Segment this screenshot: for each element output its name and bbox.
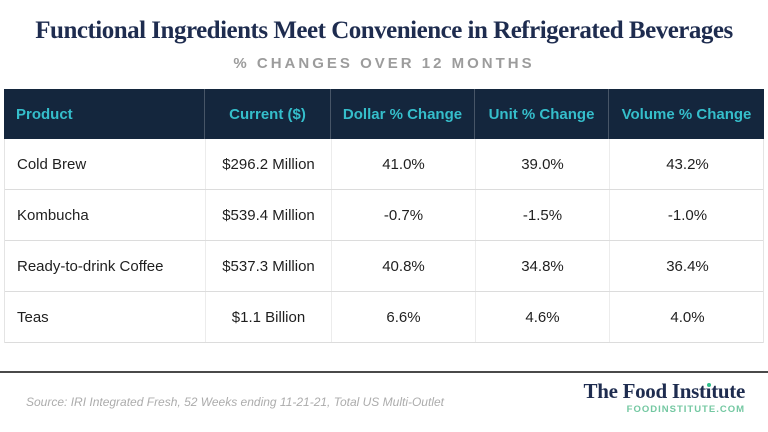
table-row: Cold Brew $296.2 Million 41.0% 39.0% 43.…	[5, 139, 763, 190]
logo-wordmark: The Food Instı tute	[583, 379, 746, 403]
table-header-row: Product Current ($) Dollar % Change Unit…	[4, 89, 764, 139]
logo-domain: FOODINSTITUTE.COM	[626, 404, 745, 415]
cell-current: $1.1 Billion	[205, 292, 331, 342]
cell-volume-change: -1.0%	[609, 190, 765, 240]
cell-dollar-change: 41.0%	[331, 139, 475, 189]
cell-current: $296.2 Million	[205, 139, 331, 189]
logo-green-dot-icon	[706, 383, 711, 387]
logo-text-part: ı	[705, 379, 712, 403]
cell-dollar-change: -0.7%	[331, 190, 475, 240]
cell-volume-change: 36.4%	[609, 241, 765, 291]
cell-product: Teas	[17, 308, 49, 326]
cell-unit-change: 39.0%	[475, 139, 609, 189]
cell-current: $537.3 Million	[205, 241, 331, 291]
cell-dollar-change: 40.8%	[331, 241, 475, 291]
food-institute-logo: The Food Instı tute FOODINSTITUTE.COM	[583, 379, 746, 416]
column-header-volume-change: Volume % Change	[608, 89, 764, 139]
column-header-unit-change: Unit % Change	[474, 89, 608, 139]
cell-unit-change: -1.5%	[475, 190, 609, 240]
logo-text-part: tute	[711, 379, 745, 403]
column-header-product: Product	[16, 105, 73, 123]
cell-product: Cold Brew	[17, 155, 87, 173]
cell-volume-change: 4.0%	[609, 292, 765, 342]
cell-product: Kombucha	[17, 206, 89, 224]
data-table: Product Current ($) Dollar % Change Unit…	[4, 89, 764, 343]
logo-text-part: The Food Inst	[583, 379, 706, 403]
table-row: Teas $1.1 Billion 6.6% 4.6% 4.0%	[5, 292, 763, 343]
cell-dollar-change: 6.6%	[331, 292, 475, 342]
cell-current: $539.4 Million	[205, 190, 331, 240]
column-header-dollar-change: Dollar % Change	[330, 89, 474, 139]
page-title: Functional Ingredients Meet Convenience …	[35, 17, 733, 44]
column-header-current: Current ($)	[204, 89, 330, 139]
cell-volume-change: 43.2%	[609, 139, 765, 189]
logo-letter-i: ı	[706, 380, 712, 403]
table-body: Cold Brew $296.2 Million 41.0% 39.0% 43.…	[4, 139, 764, 343]
page-subtitle: % CHANGES OVER 12 MONTHS	[233, 55, 535, 72]
footer: Source: IRI Integrated Fresh, 52 Weeks e…	[0, 371, 768, 415]
cell-product: Ready-to-drink Coffee	[17, 257, 164, 275]
cell-unit-change: 34.8%	[475, 241, 609, 291]
source-note: Source: IRI Integrated Fresh, 52 Weeks e…	[26, 395, 444, 409]
cell-unit-change: 4.6%	[475, 292, 609, 342]
table-row: Ready-to-drink Coffee $537.3 Million 40.…	[5, 241, 763, 292]
table-row: Kombucha $539.4 Million -0.7% -1.5% -1.0…	[5, 190, 763, 241]
